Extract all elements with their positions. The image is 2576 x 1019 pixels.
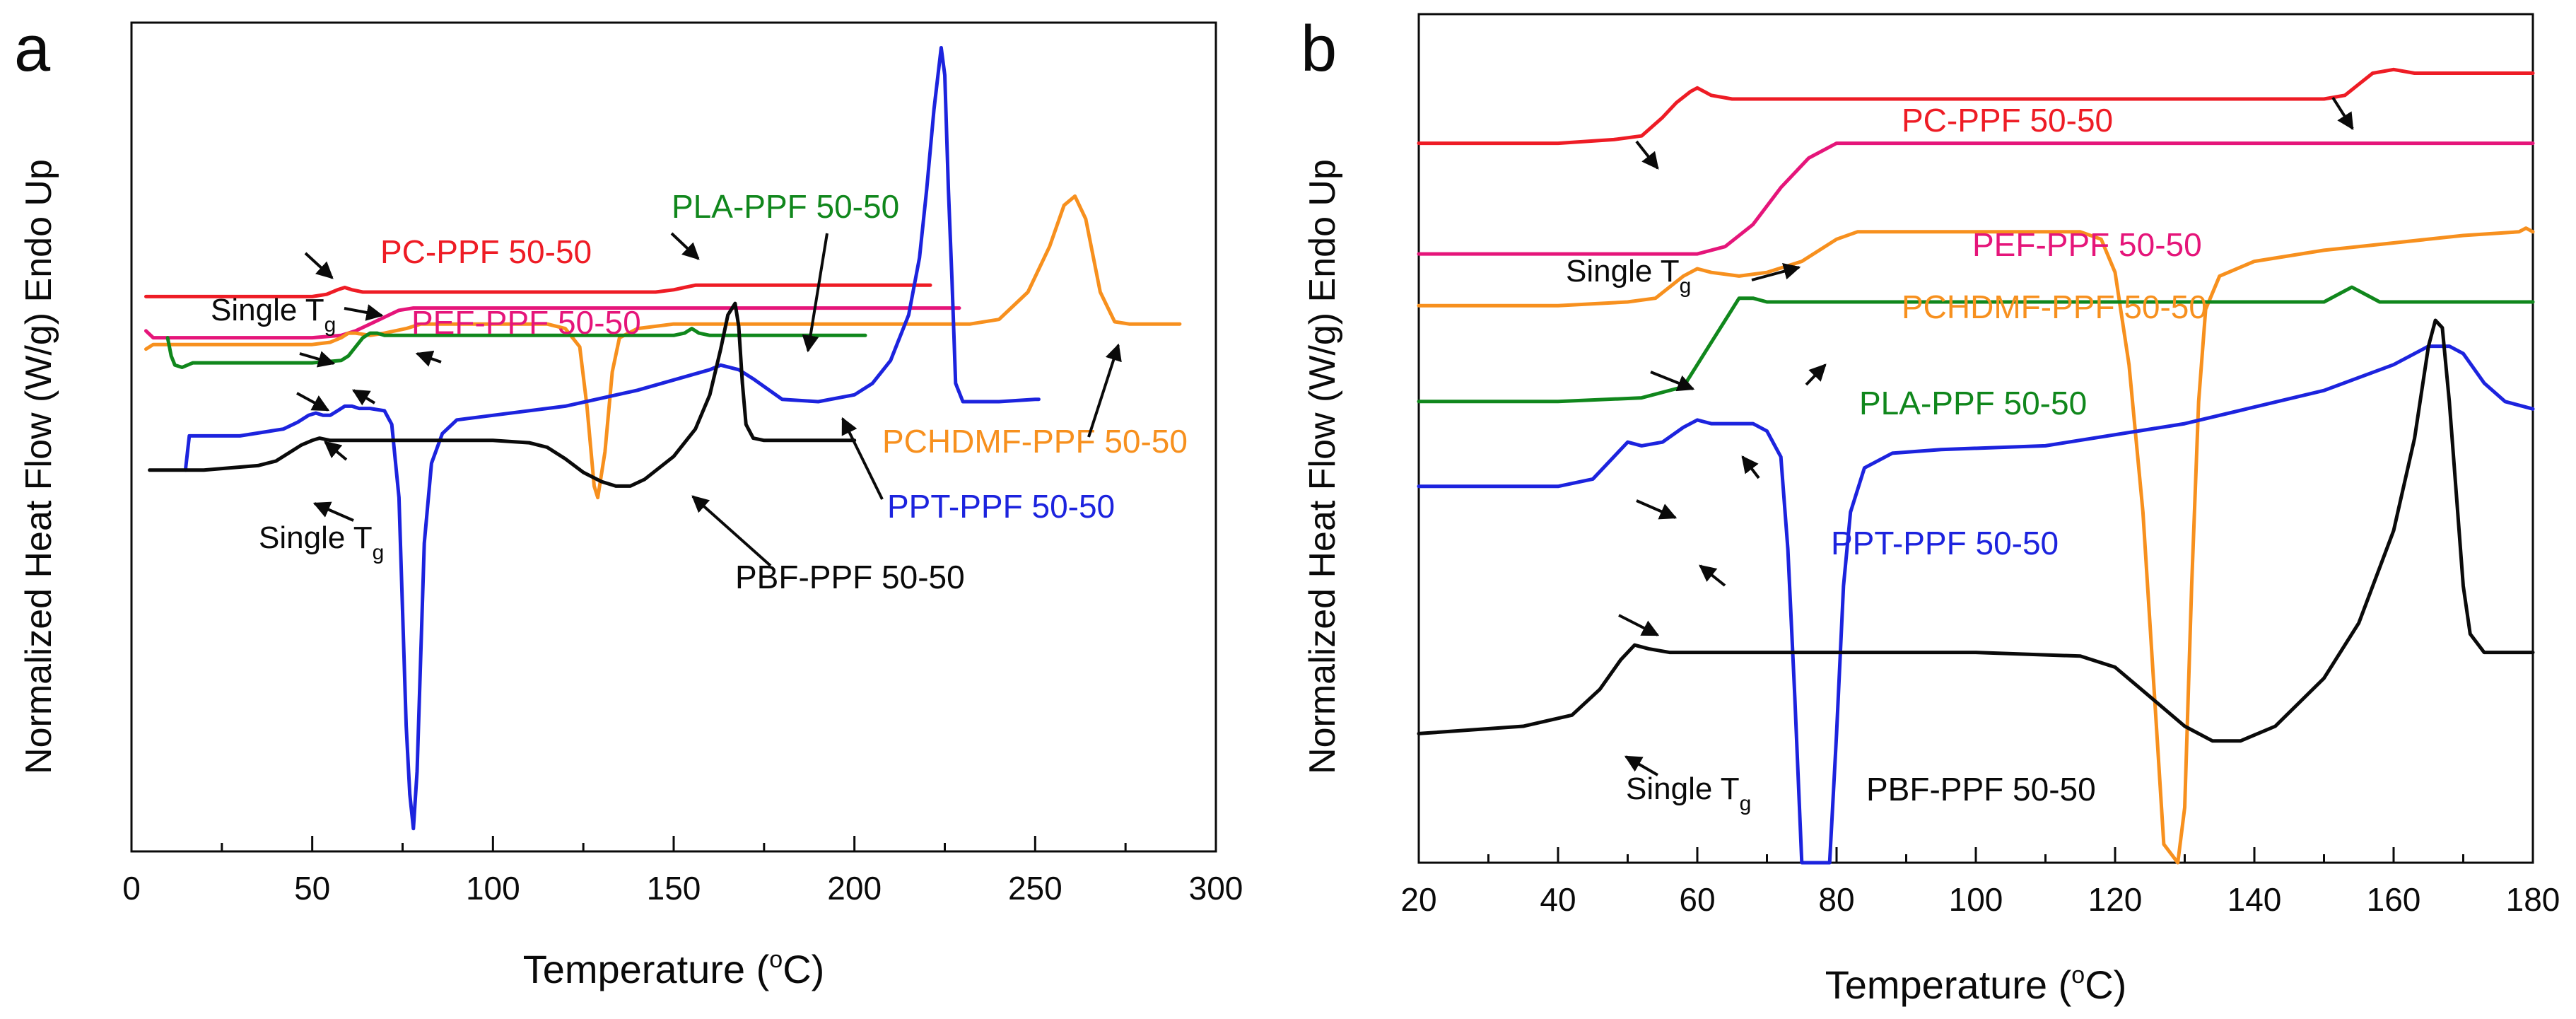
arrow: [1635, 140, 1659, 170]
x-tick-label: 80: [1818, 881, 1854, 918]
label-pbf-ppf: PBF-PPF 50-50: [1866, 771, 2096, 808]
x-ticks: 0 50 100 150 200 250 300: [122, 836, 1243, 907]
x-tick-label: 120: [2088, 881, 2143, 918]
label-pla-ppf: PLA-PPF 50-50: [1859, 385, 2087, 421]
x-axis-label: Temperature (oC): [523, 946, 825, 991]
series-line-pc-ppf-50-50: [144, 283, 932, 298]
label-pef-ppf: PEF-PPF 50-50: [1972, 226, 2202, 263]
x-tick-label: 140: [2227, 881, 2282, 918]
arrow: [415, 350, 442, 367]
panel-label-a: a: [14, 13, 51, 85]
arrow: [299, 351, 336, 368]
series-group: [1417, 67, 2535, 865]
x-tick-label: 100: [466, 870, 520, 907]
arrow: [351, 389, 376, 406]
x-tick-label: 200: [827, 870, 882, 907]
panel-a: a Normalized Heat Flow (W/g) Endo Up 0 50…: [14, 13, 1243, 991]
arrow: [1751, 263, 1801, 281]
arrow: [691, 495, 772, 567]
x-tick-label: 160: [2367, 881, 2421, 918]
arrow: [2331, 96, 2354, 131]
label-single-tg-upper: Single Tg: [211, 293, 336, 337]
x-axis-label: Temperature (oC): [1825, 962, 2127, 1007]
x-ticks: 20 40 60 80 100 120 140 160 180: [1400, 847, 2560, 918]
label-single-tg-upper: Single Tg: [1566, 254, 1691, 298]
arrows: [296, 232, 1122, 567]
arrows: [1618, 96, 2354, 776]
label-ppt-ppf: PPT-PPF 50-50: [887, 488, 1115, 525]
x-tick-label: 20: [1400, 881, 1436, 918]
x-tick-label: 300: [1189, 870, 1243, 907]
x-tick-label: 0: [122, 870, 141, 907]
label-single-tg-lower: Single Tg: [259, 520, 384, 564]
arrow: [1087, 343, 1122, 438]
arrow: [670, 232, 700, 260]
label-pc-ppf: PC-PPF 50-50: [380, 233, 592, 270]
series-line-ppt-ppf-50-50: [1417, 344, 2535, 865]
series-line-pef-ppf-50-50: [144, 306, 961, 340]
arrow: [1624, 755, 1659, 776]
label-pbf-ppf: PBF-PPF 50-50: [735, 559, 965, 595]
series-group: [144, 46, 1182, 831]
arrow: [304, 252, 334, 279]
panel-label-b: b: [1301, 13, 1337, 85]
arrow: [1636, 499, 1678, 520]
label-pla-ppf: PLA-PPF 50-50: [672, 188, 899, 225]
label-single-tg-lower: Single Tg: [1626, 771, 1751, 815]
arrow: [312, 501, 354, 522]
x-tick-label: 180: [2506, 881, 2560, 918]
label-pef-ppf: PEF-PPF 50-50: [411, 304, 641, 341]
x-tick-label: 60: [1679, 881, 1715, 918]
x-tick-label: 150: [647, 870, 701, 907]
y-axis-label: Normalized Heat Flow (W/g) Endo Up: [18, 159, 59, 774]
x-tick-label: 250: [1008, 870, 1062, 907]
series-line-pc-ppf-50-50: [1417, 67, 2535, 146]
series-line-pef-ppf-50-50: [1417, 141, 2535, 256]
series-line-ppt-ppf-50-50: [184, 46, 1041, 831]
panel-b: b Normalized Heat Flow (W/g) Endo Up 20 4…: [1301, 13, 2560, 1007]
label-pchdmf-ppf: PCHDMF-PPF 50-50: [1902, 289, 2207, 325]
series-line-pchdmf-ppf-50-50: [1417, 226, 2535, 865]
arrow: [1618, 614, 1660, 636]
arrow: [1650, 371, 1695, 392]
arrow: [296, 392, 330, 412]
arrow: [841, 417, 884, 500]
x-tick-label: 50: [294, 870, 330, 907]
y-axis-label: Normalized Heat Flow (W/g) Endo Up: [1302, 159, 1343, 774]
x-tick-label: 40: [1540, 881, 1576, 918]
series-line-pla-ppf-50-50: [1417, 285, 2535, 404]
arrow: [802, 233, 829, 353]
label-pc-ppf: PC-PPF 50-50: [1902, 102, 2113, 139]
label-pchdmf-ppf: PCHDMF-PPF 50-50: [882, 423, 1188, 460]
arrow: [324, 441, 348, 461]
series-line-pbf-ppf-50-50: [1417, 318, 2535, 743]
series-line-pla-ppf-50-50: [165, 327, 867, 369]
series-line-pbf-ppf-50-50: [148, 301, 857, 488]
series-line-pchdmf-ppf-50-50: [144, 194, 1182, 500]
arrow: [1699, 564, 1726, 587]
arrow: [344, 304, 384, 321]
arrow: [1805, 363, 1827, 386]
arrow: [1741, 455, 1760, 479]
label-ppt-ppf: PPT-PPF 50-50: [1831, 525, 2059, 561]
x-tick-label: 100: [1949, 881, 2003, 918]
